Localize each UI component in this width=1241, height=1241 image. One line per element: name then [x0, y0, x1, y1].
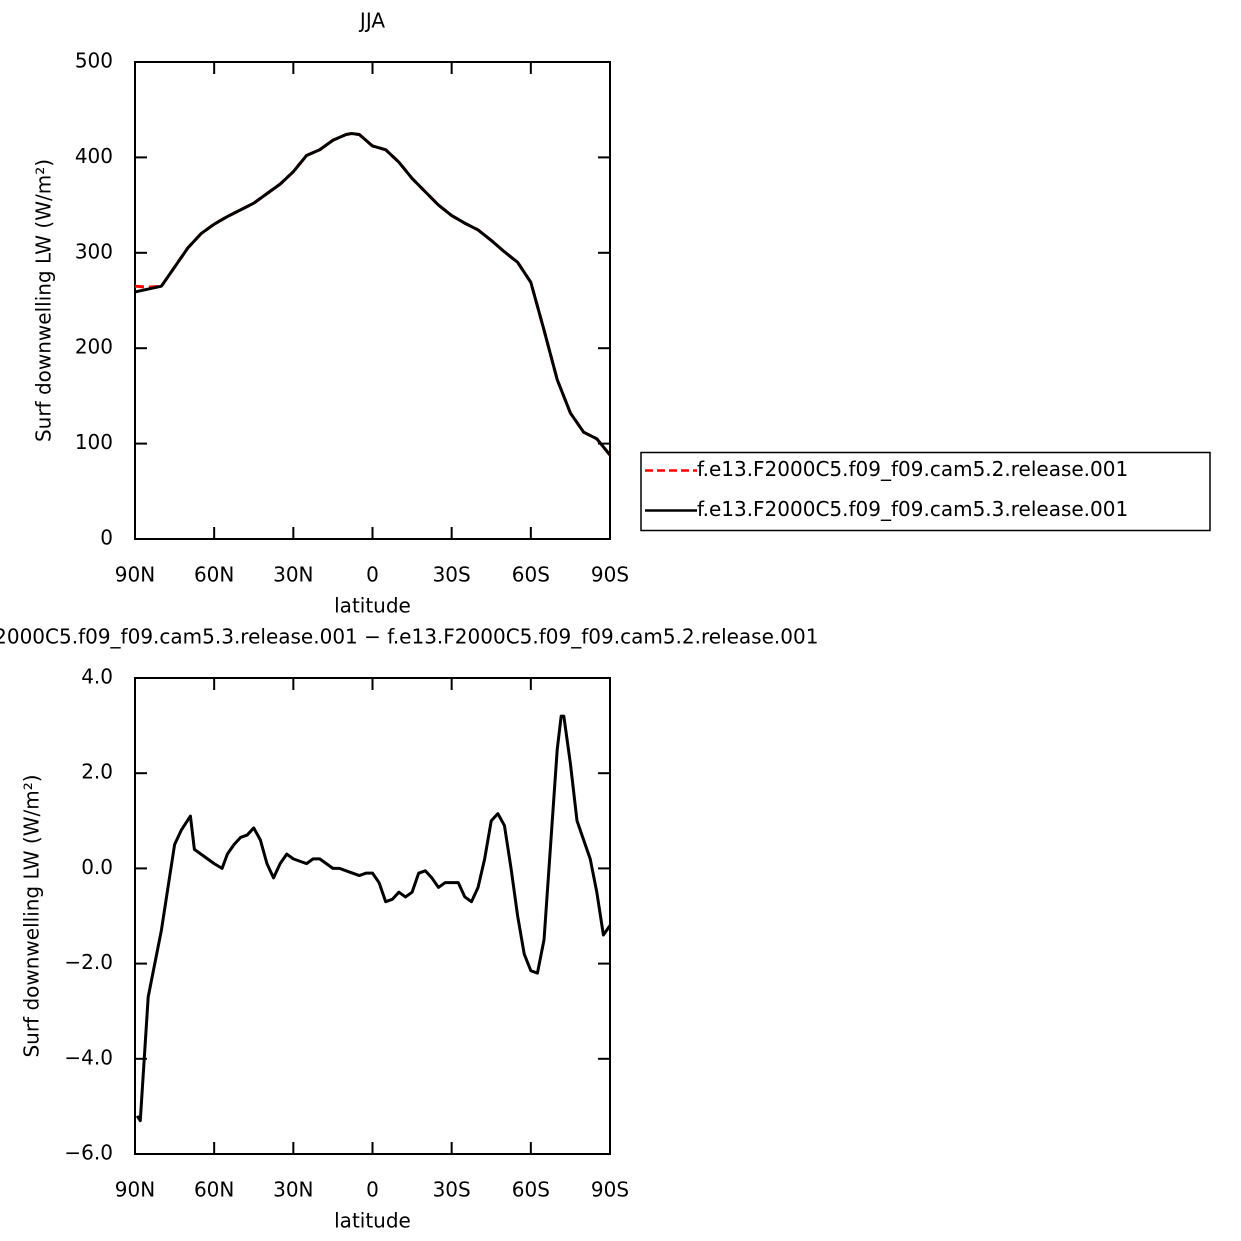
- x-tick-label: 60S: [512, 563, 550, 587]
- y-tick-label: 2.0: [81, 760, 113, 784]
- x-tick-label: 0: [366, 1178, 379, 1202]
- legend-box: [640, 451, 1211, 532]
- x-tick-label: 90N: [115, 563, 155, 587]
- y-tick-label: 500: [75, 49, 113, 73]
- y-tick-label: 0: [100, 526, 113, 550]
- x-tick-label: 60N: [194, 563, 234, 587]
- y-axis-label: Surf downwelling LW (W/m²): [32, 159, 56, 442]
- data-line: [134, 132, 612, 456]
- y-tick-label: 100: [75, 430, 113, 454]
- x-tick-label: 30N: [273, 1178, 313, 1202]
- x-axis-label: latitude: [334, 1209, 411, 1233]
- x-tick-label: 30N: [273, 563, 313, 587]
- x-tick-label: 90S: [591, 563, 629, 587]
- chart-title: f.e13.F2000C5.f09_f09.cam5.3.release.001…: [0, 625, 818, 649]
- y-tick-label: −2.0: [64, 950, 113, 974]
- legend-label: f.e13.F2000C5.f09_f09.cam5.2.release.001: [697, 457, 1128, 481]
- y-tick-label: −4.0: [64, 1045, 113, 1069]
- x-tick-label: 30S: [433, 563, 471, 587]
- y-tick-label: 400: [75, 144, 113, 168]
- x-tick-label: 60S: [512, 1178, 550, 1202]
- y-tick-label: 200: [75, 335, 113, 359]
- y-tick-label: −6.0: [64, 1141, 113, 1165]
- x-tick-label: 0: [366, 563, 379, 587]
- plot-frame: [134, 61, 611, 540]
- x-tick-label: 90N: [115, 1178, 155, 1202]
- y-tick-label: 4.0: [81, 665, 113, 689]
- data-line: [134, 132, 612, 456]
- chart-title: JJA: [358, 9, 385, 33]
- x-tick-label: 90S: [591, 1178, 629, 1202]
- legend-label: f.e13.F2000C5.f09_f09.cam5.3.release.001: [697, 497, 1128, 521]
- y-axis-label: Surf downwelling LW (W/m²): [20, 774, 44, 1057]
- x-axis-label: latitude: [334, 594, 411, 618]
- x-tick-label: 30S: [433, 1178, 471, 1202]
- plot-frame: [134, 677, 611, 1155]
- y-tick-label: 0.0: [81, 855, 113, 879]
- y-tick-label: 300: [75, 239, 113, 263]
- data-line: [135, 714, 612, 1123]
- x-tick-label: 60N: [194, 1178, 234, 1202]
